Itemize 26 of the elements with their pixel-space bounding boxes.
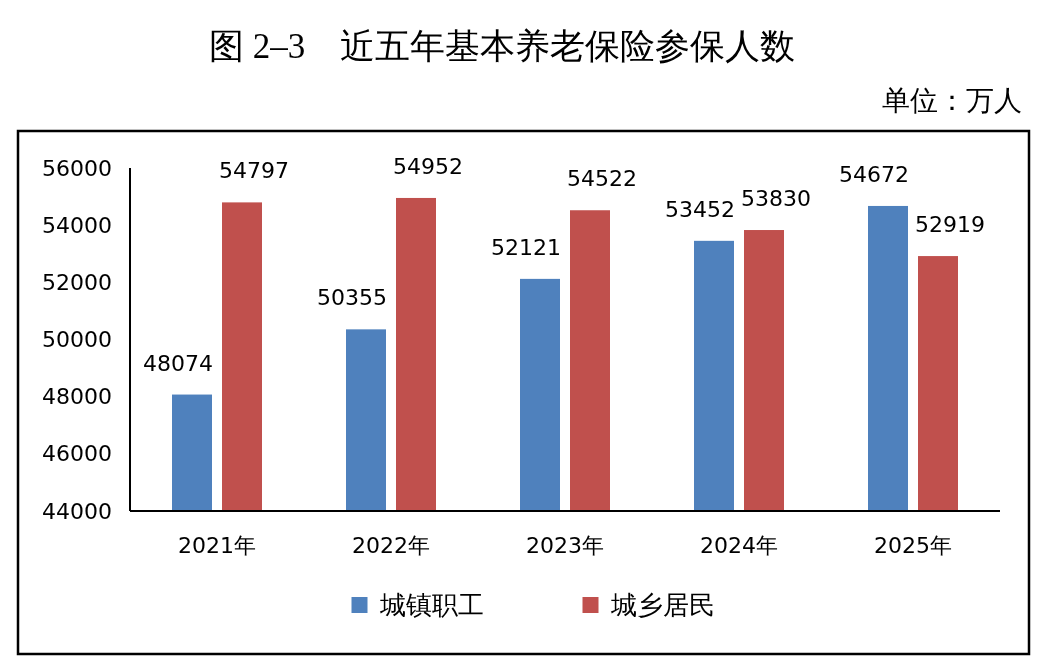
data-label: 50355 [317,285,387,311]
data-label: 53830 [741,186,811,212]
y-tick-label: 44000 [42,498,112,524]
legend-label: 城镇职工 [379,590,484,620]
x-tick-label: 2021年 [178,533,256,558]
x-tick-label: 2022年 [352,533,430,558]
data-label: 48074 [143,350,213,376]
y-tick-label: 48000 [42,384,112,410]
data-label: 54797 [219,158,289,184]
y-tick-label: 56000 [42,155,112,181]
data-label: 54672 [839,161,909,187]
data-label: 52121 [491,234,561,260]
data-label: 53452 [665,196,735,222]
data-label: 54522 [567,166,637,192]
annotation: 单位：万人 [882,85,1022,116]
y-tick-label: 50000 [42,327,112,352]
x-tick-label: 2024年 [700,533,778,558]
y-tick-label: 52000 [42,269,112,295]
legend-label: 城乡居民 [610,590,715,620]
data-label: 52919 [915,212,985,238]
data-label: 54952 [393,153,463,179]
y-tick-label: 46000 [42,441,112,467]
x-tick-label: 2025年 [874,533,952,558]
x-tick-label: 2023年 [526,533,604,558]
y-tick-label: 54000 [42,212,112,238]
title: 图 2–3 近五年基本养老保险参保人数 [208,27,796,66]
